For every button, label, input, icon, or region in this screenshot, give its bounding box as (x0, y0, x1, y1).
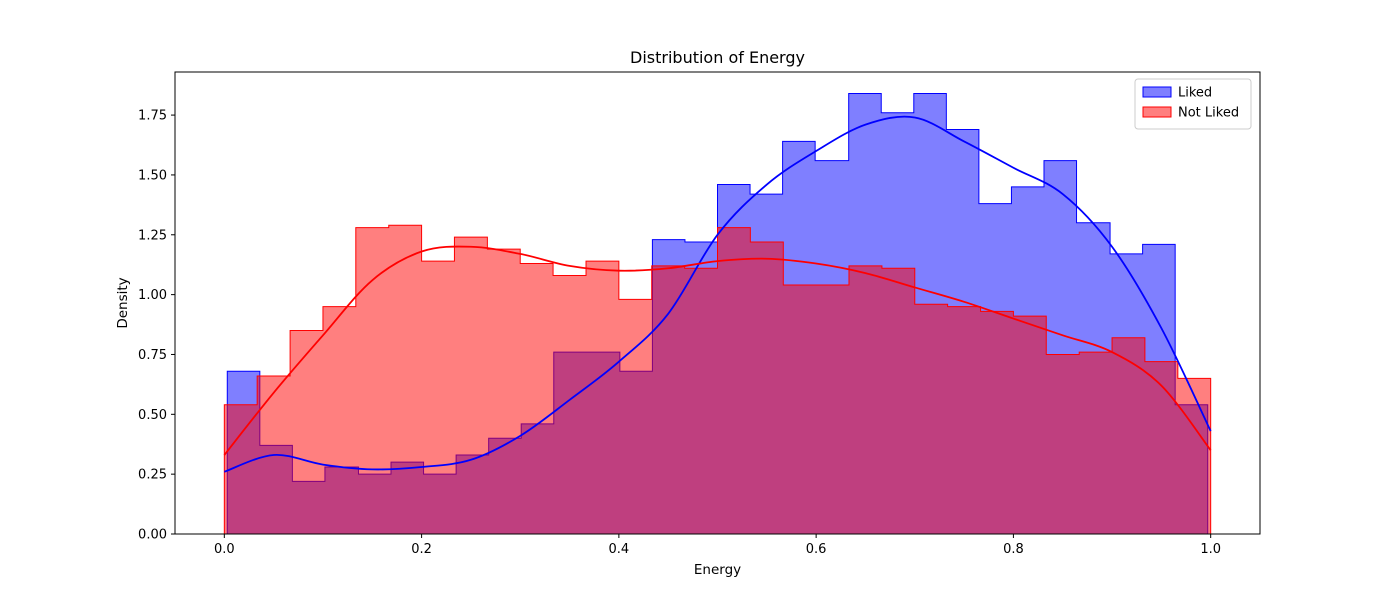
y-tick-label: 0.25 (138, 468, 167, 483)
legend-label-not-liked: Not Liked (1178, 106, 1239, 121)
plot-area (223, 93, 1212, 535)
legend-swatch-liked (1142, 86, 1172, 98)
kde-line-liked (224, 115, 1212, 473)
x-tick-label: 0.6 (806, 542, 827, 557)
y-tick-label: 1.00 (138, 288, 167, 303)
legend: Liked Not Liked (1134, 78, 1252, 130)
y-tick-label: 0.50 (138, 408, 167, 423)
x-tick-label: 0.4 (609, 542, 630, 557)
y-tick-label: 1.75 (138, 109, 167, 124)
histogram-not-liked (223, 224, 1212, 535)
x-tick-label: 0.8 (1003, 542, 1024, 557)
y-tick-label: 0.00 (138, 528, 167, 543)
y-axis: 0.00 0.25 0.50 0.75 1.00 1.25 1.50 1.75 (138, 109, 175, 543)
x-tick-label: 0.0 (214, 542, 235, 557)
x-axis-label: Energy (694, 562, 741, 578)
legend-swatch-not-liked (1142, 106, 1172, 118)
x-tick-label: 1.0 (1200, 542, 1221, 557)
x-axis: 0.0 0.2 0.4 0.6 0.8 1.0 (214, 534, 1221, 557)
x-tick-label: 0.2 (411, 542, 432, 557)
legend-label-liked: Liked (1178, 86, 1212, 101)
y-axis-label: Density (115, 277, 131, 328)
y-tick-label: 1.25 (138, 228, 167, 243)
axes-frame (174, 71, 1261, 535)
kde-line-not-liked (223, 245, 1212, 456)
chart-title: Distribution of Energy (630, 48, 805, 67)
y-tick-label: 0.75 (138, 348, 167, 363)
y-tick-label: 1.50 (138, 168, 167, 183)
